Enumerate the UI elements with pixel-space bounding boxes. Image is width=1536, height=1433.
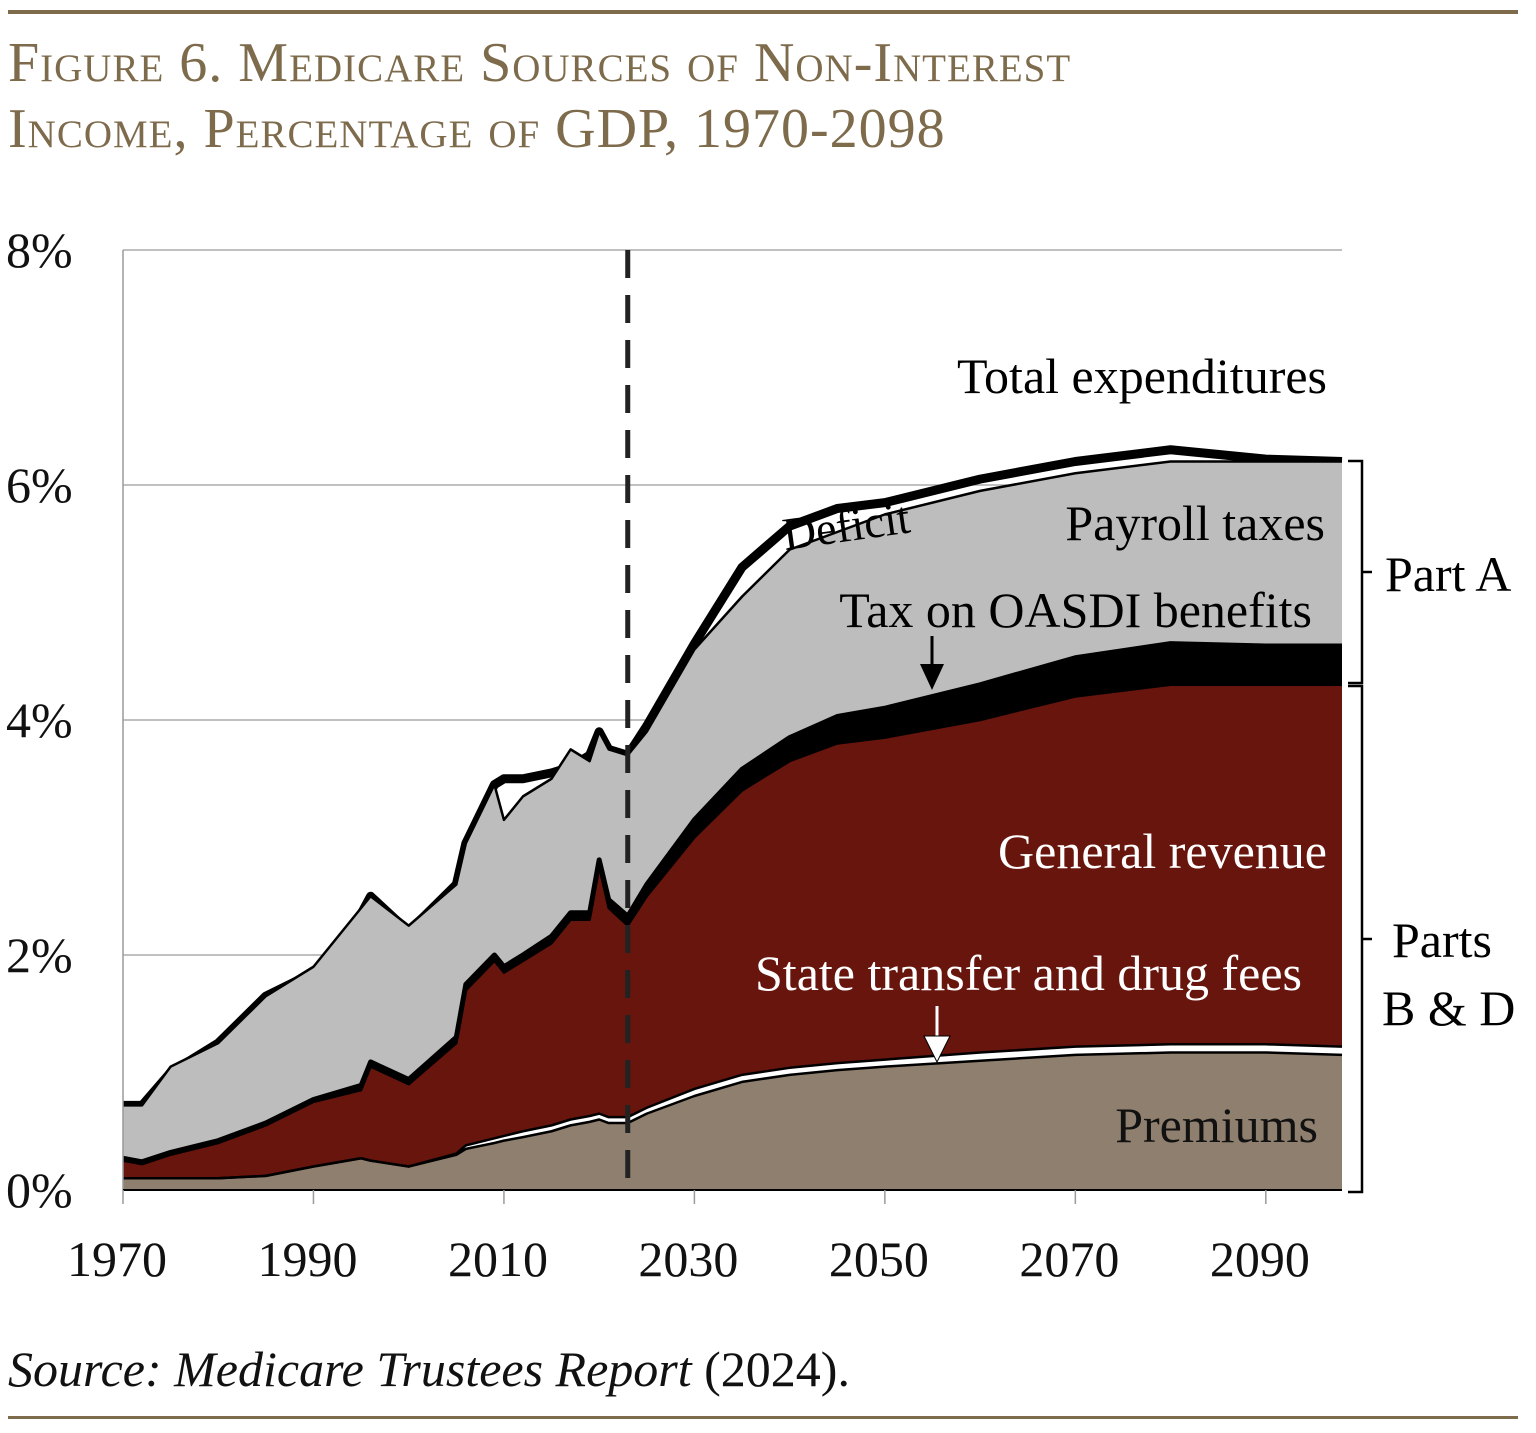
x-tick-label: 1970 <box>67 1231 167 1287</box>
label-general-revenue: General revenue <box>998 823 1327 879</box>
figure-title: Figure 6. Medicare Sources of Non-Intere… <box>8 30 1528 162</box>
state-arrow-icon <box>923 1006 951 1064</box>
label-state-transfer: State transfer and drug fees <box>755 945 1302 1001</box>
y-tick-label: 4% <box>6 692 73 748</box>
title-line-1: Figure 6. Medicare Sources of Non-Intere… <box>8 32 1072 94</box>
x-tick-label: 2050 <box>829 1231 929 1287</box>
label-part-a: Part A <box>1385 546 1511 602</box>
source-year: (2024). <box>691 1341 850 1397</box>
edge-oasdi <box>122 641 1342 1165</box>
label-parts-bd-1: Parts <box>1392 912 1492 968</box>
top-rule <box>8 10 1518 14</box>
x-tick-label: 1990 <box>257 1231 357 1287</box>
label-total-expenditures: Total expenditures <box>957 348 1327 404</box>
y-tick-label: 2% <box>6 927 73 983</box>
y-tick-label: 0% <box>6 1162 73 1218</box>
y-tick-label: 6% <box>6 457 73 513</box>
label-oasdi: Tax on OASDI benefits <box>839 582 1312 638</box>
title-line-2: Income, Percentage of GDP, 1970-2098 <box>8 98 946 160</box>
source-note: Source: Medicare Trustees Report (2024). <box>8 1340 850 1398</box>
x-tick-label: 2090 <box>1210 1231 1310 1287</box>
x-tick-label: 2030 <box>638 1231 738 1287</box>
oasdi-arrow-icon <box>920 636 944 690</box>
bottom-rule <box>8 1416 1518 1419</box>
edge-payroll <box>123 460 1342 1107</box>
bracket-part-a <box>1348 459 1372 685</box>
bracket-parts-bd <box>1348 684 1372 1194</box>
label-parts-bd-2: B & D <box>1382 980 1515 1036</box>
edge-state <box>123 1043 1343 1180</box>
y-tick-label: 8% <box>6 222 73 278</box>
source-label: Source: Medicare Trustees Report <box>8 1341 692 1397</box>
area-general_revenue <box>123 684 1342 1179</box>
area-premiums <box>123 1052 1342 1190</box>
x-tick-label: 2010 <box>448 1231 548 1287</box>
x-tick-label: 2070 <box>1019 1231 1119 1287</box>
label-payroll-taxes: Payroll taxes <box>1065 495 1325 551</box>
label-premiums: Premiums <box>1115 1097 1318 1153</box>
area-payroll <box>123 461 1342 1162</box>
